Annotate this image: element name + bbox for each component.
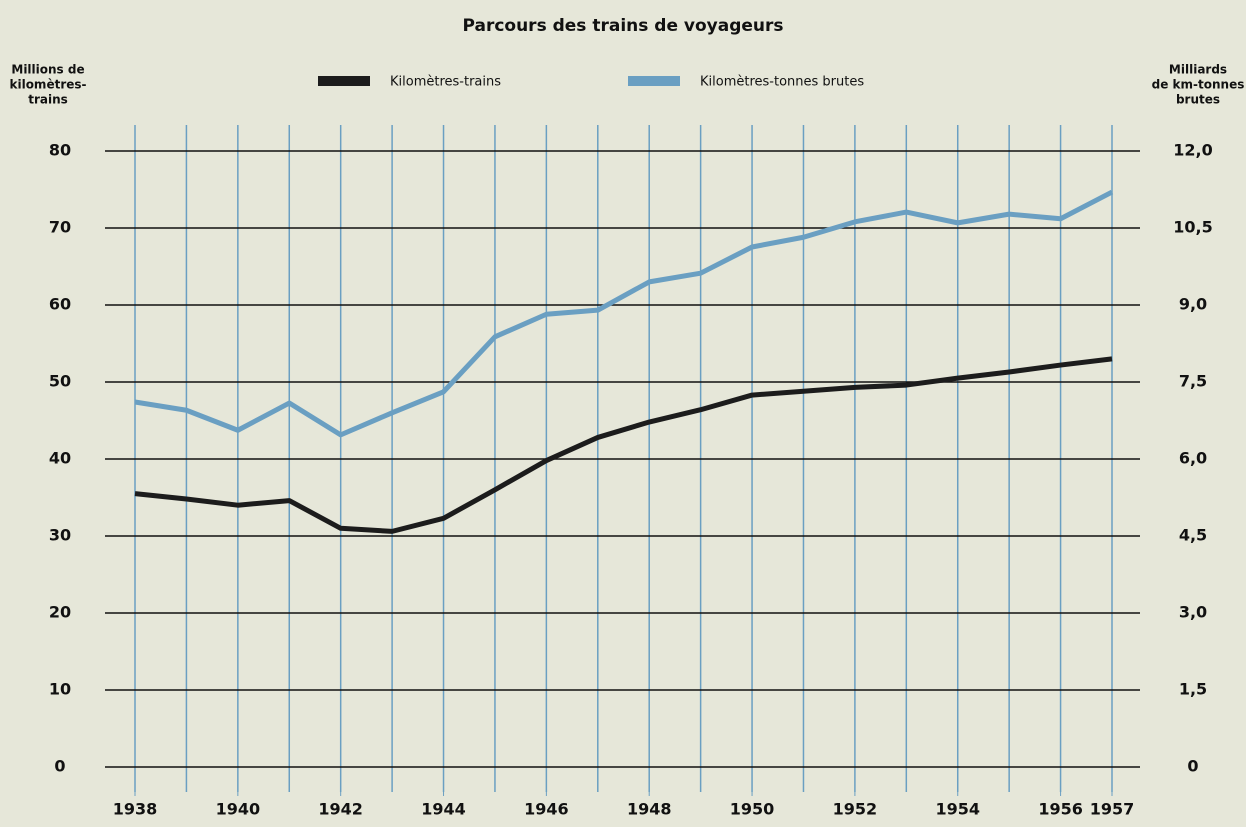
y-tick-label: 0	[54, 757, 65, 776]
y-tick-label: 30	[49, 526, 71, 545]
x-tick-label: 1952	[833, 800, 878, 819]
x-tick-label: 1948	[627, 800, 672, 819]
x-tick-label: 1954	[935, 800, 980, 819]
x-tick-label: 1946	[524, 800, 569, 819]
chart-title: Parcours des trains de voyageurs	[462, 16, 783, 36]
legend-swatch	[318, 76, 370, 86]
y2-tick-label: 0	[1187, 757, 1198, 776]
y-axis-label: kilomètres-	[9, 78, 86, 92]
y-tick-label: 60	[49, 295, 71, 314]
y2-tick-label: 9,0	[1179, 295, 1207, 314]
y-tick-label: 40	[49, 449, 71, 468]
y-tick-label: 10	[49, 680, 71, 699]
line-series	[134, 356, 1113, 534]
x-tick-label: 1957	[1090, 800, 1135, 819]
y2-tick-label: 6,0	[1179, 449, 1207, 468]
y2-tick-label: 7,5	[1179, 372, 1207, 391]
x-tick-label: 1942	[318, 800, 363, 819]
x-tick-label: 1944	[421, 800, 466, 819]
x-tick-label: 1940	[216, 800, 261, 819]
y2-tick-label: 10,5	[1173, 218, 1212, 237]
y2-axis-label: de km-tonnes	[1152, 78, 1245, 92]
y2-tick-label: 12,0	[1173, 141, 1212, 160]
legend-swatch	[628, 76, 680, 86]
x-tick-label: 1956	[1038, 800, 1083, 819]
legend-label: Kilomètres-trains	[390, 75, 501, 90]
y-tick-label: 50	[49, 372, 71, 391]
y-axis-label: Millions de	[11, 63, 84, 77]
y2-axis-label: brutes	[1176, 93, 1220, 107]
y-tick-label: 20	[49, 603, 71, 622]
y-tick-label: 70	[49, 218, 71, 237]
x-tick-label: 1938	[113, 800, 158, 819]
y-tick-label: 80	[49, 141, 71, 160]
line-series	[134, 189, 1114, 438]
y2-tick-label: 3,0	[1179, 603, 1207, 622]
y2-tick-label: 1,5	[1179, 680, 1207, 699]
x-tick-label: 1950	[730, 800, 775, 819]
y2-axis-label: Milliards	[1169, 63, 1227, 77]
legend-label: Kilomètres-tonnes brutes	[700, 75, 864, 90]
y-axis-label: trains	[28, 93, 68, 107]
y2-tick-label: 4,5	[1179, 526, 1207, 545]
